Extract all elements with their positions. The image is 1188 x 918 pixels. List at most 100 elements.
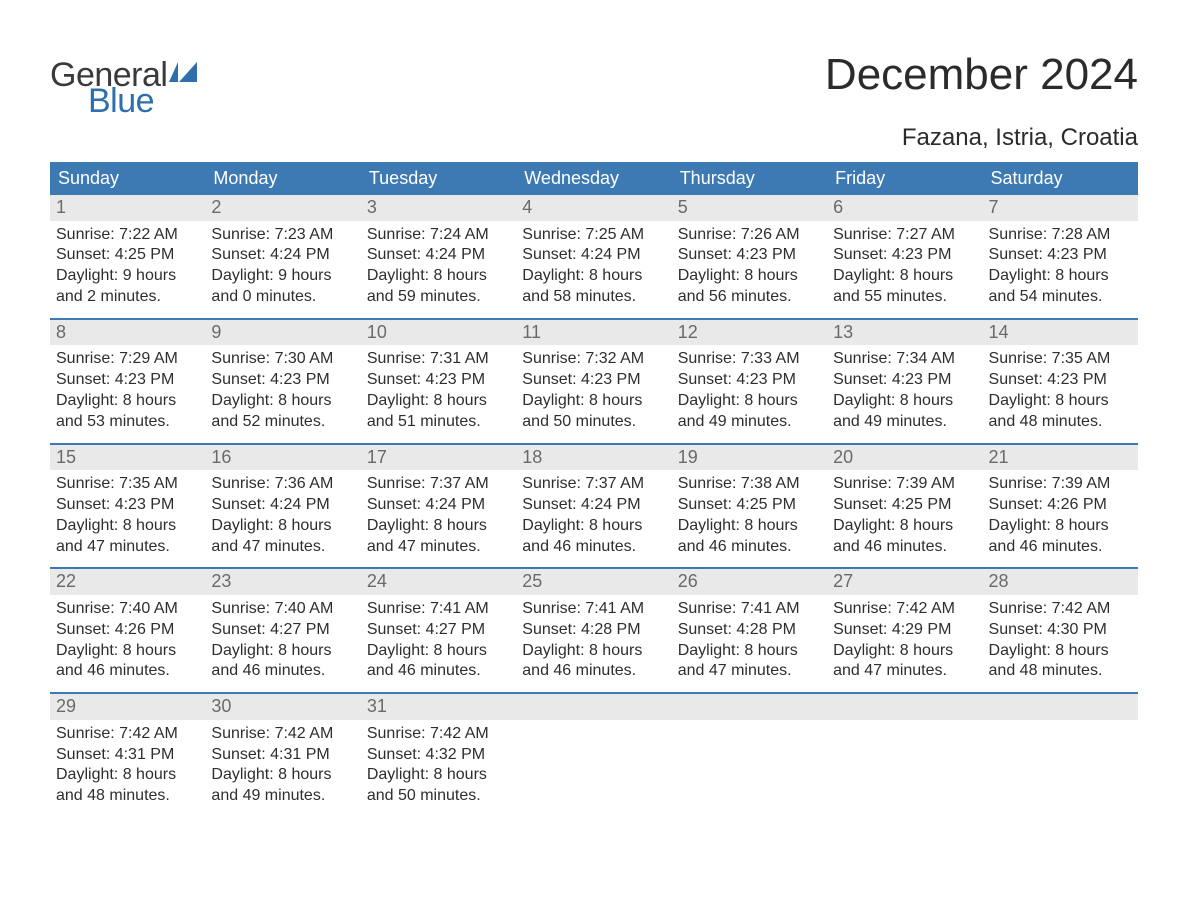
daylight-line2: and 47 minutes. bbox=[367, 537, 510, 558]
day-number: 10 bbox=[361, 320, 516, 346]
daylight-line2: and 51 minutes. bbox=[367, 412, 510, 433]
calendar-day: 31Sunrise: 7:42 AMSunset: 4:32 PMDayligh… bbox=[361, 694, 516, 817]
daylight-line2: and 47 minutes. bbox=[678, 661, 821, 682]
sunrise-text: Sunrise: 7:42 AM bbox=[56, 724, 199, 745]
flag-icon bbox=[169, 62, 197, 86]
calendar-week: 8Sunrise: 7:29 AMSunset: 4:23 PMDaylight… bbox=[50, 318, 1138, 443]
sunrise-text: Sunrise: 7:41 AM bbox=[367, 599, 510, 620]
sunrise-text: Sunrise: 7:38 AM bbox=[678, 474, 821, 495]
daylight-line1: Daylight: 8 hours bbox=[367, 641, 510, 662]
sunrise-text: Sunrise: 7:42 AM bbox=[989, 599, 1132, 620]
daylight-line2: and 55 minutes. bbox=[833, 287, 976, 308]
day-number: 28 bbox=[983, 569, 1138, 595]
sunset-text: Sunset: 4:24 PM bbox=[367, 495, 510, 516]
sunrise-text: Sunrise: 7:33 AM bbox=[678, 349, 821, 370]
calendar-day: 14Sunrise: 7:35 AMSunset: 4:23 PMDayligh… bbox=[983, 320, 1138, 443]
day-body: Sunrise: 7:29 AMSunset: 4:23 PMDaylight:… bbox=[50, 345, 205, 442]
daylight-line1: Daylight: 8 hours bbox=[211, 641, 354, 662]
calendar-day: 30Sunrise: 7:42 AMSunset: 4:31 PMDayligh… bbox=[205, 694, 360, 817]
day-number bbox=[516, 694, 671, 720]
day-number: 4 bbox=[516, 195, 671, 221]
daylight-line1: Daylight: 8 hours bbox=[522, 391, 665, 412]
day-body: Sunrise: 7:33 AMSunset: 4:23 PMDaylight:… bbox=[672, 345, 827, 442]
calendar-day: 8Sunrise: 7:29 AMSunset: 4:23 PMDaylight… bbox=[50, 320, 205, 443]
day-body: Sunrise: 7:42 AMSunset: 4:30 PMDaylight:… bbox=[983, 595, 1138, 692]
day-number: 2 bbox=[205, 195, 360, 221]
dow-saturday: Saturday bbox=[983, 162, 1138, 195]
day-number: 20 bbox=[827, 445, 982, 471]
sunset-text: Sunset: 4:30 PM bbox=[989, 620, 1132, 641]
day-number: 7 bbox=[983, 195, 1138, 221]
page-title: December 2024 bbox=[825, 50, 1138, 100]
sunrise-text: Sunrise: 7:37 AM bbox=[522, 474, 665, 495]
sunset-text: Sunset: 4:25 PM bbox=[56, 245, 199, 266]
dow-thursday: Thursday bbox=[672, 162, 827, 195]
calendar-day: 6Sunrise: 7:27 AMSunset: 4:23 PMDaylight… bbox=[827, 195, 982, 318]
calendar-day: 13Sunrise: 7:34 AMSunset: 4:23 PMDayligh… bbox=[827, 320, 982, 443]
sunset-text: Sunset: 4:31 PM bbox=[56, 745, 199, 766]
calendar-week: 15Sunrise: 7:35 AMSunset: 4:23 PMDayligh… bbox=[50, 443, 1138, 568]
sunset-text: Sunset: 4:28 PM bbox=[678, 620, 821, 641]
daylight-line2: and 48 minutes. bbox=[989, 412, 1132, 433]
day-body: Sunrise: 7:42 AMSunset: 4:31 PMDaylight:… bbox=[50, 720, 205, 817]
daylight-line1: Daylight: 8 hours bbox=[989, 391, 1132, 412]
sunrise-text: Sunrise: 7:40 AM bbox=[56, 599, 199, 620]
calendar-day: 25 Sunrise: 7:41 AMSunset: 4:28 PMDayligh… bbox=[516, 569, 671, 692]
daylight-line2: and 50 minutes. bbox=[367, 786, 510, 807]
daylight-line1: Daylight: 8 hours bbox=[211, 765, 354, 786]
daylight-line2: and 48 minutes. bbox=[56, 786, 199, 807]
daylight-line1: Daylight: 8 hours bbox=[833, 516, 976, 537]
calendar: Sunday Monday Tuesday Wednesday Thursday… bbox=[50, 162, 1138, 817]
sunset-text: Sunset: 4:27 PM bbox=[211, 620, 354, 641]
day-number: 25 bbox=[516, 569, 671, 595]
location-text: Fazana, Istria, Croatia bbox=[50, 124, 1138, 152]
daylight-line2: and 58 minutes. bbox=[522, 287, 665, 308]
daylight-line2: and 46 minutes. bbox=[833, 537, 976, 558]
sunrise-text: Sunrise: 7:34 AM bbox=[833, 349, 976, 370]
daylight-line1: Daylight: 8 hours bbox=[56, 765, 199, 786]
calendar-day: 4Sunrise: 7:25 AMSunset: 4:24 PMDaylight… bbox=[516, 195, 671, 318]
daylight-line1: Daylight: 8 hours bbox=[367, 765, 510, 786]
logo-text-blue: Blue bbox=[88, 84, 197, 118]
day-body: Sunrise: 7:35 AMSunset: 4:23 PMDaylight:… bbox=[983, 345, 1138, 442]
sunrise-text: Sunrise: 7:30 AM bbox=[211, 349, 354, 370]
day-body: Sunrise: 7:25 AMSunset: 4:24 PMDaylight:… bbox=[516, 221, 671, 318]
sunset-text: Sunset: 4:24 PM bbox=[522, 245, 665, 266]
day-body: Sunrise: 7:41 AMSunset: 4:28 PMDaylight:… bbox=[672, 595, 827, 692]
calendar-day: 22Sunrise: 7:40 AMSunset: 4:26 PMDayligh… bbox=[50, 569, 205, 692]
day-body: Sunrise: 7:36 AMSunset: 4:24 PMDaylight:… bbox=[205, 470, 360, 567]
day-number: 8 bbox=[50, 320, 205, 346]
sunrise-text: Sunrise: 7:41 AM bbox=[522, 599, 665, 620]
day-number: 5 bbox=[672, 195, 827, 221]
day-number: 31 bbox=[361, 694, 516, 720]
day-body: Sunrise: 7:30 AMSunset: 4:23 PMDaylight:… bbox=[205, 345, 360, 442]
day-body: Sunrise: 7:42 AMSunset: 4:29 PMDaylight:… bbox=[827, 595, 982, 692]
sunset-text: Sunset: 4:24 PM bbox=[211, 245, 354, 266]
sunset-text: Sunset: 4:23 PM bbox=[678, 370, 821, 391]
daylight-line2: and 54 minutes. bbox=[989, 287, 1132, 308]
daylight-line2: and 46 minutes. bbox=[989, 537, 1132, 558]
day-number bbox=[672, 694, 827, 720]
dow-tuesday: Tuesday bbox=[361, 162, 516, 195]
day-number: 14 bbox=[983, 320, 1138, 346]
day-number: 1 bbox=[50, 195, 205, 221]
sunrise-text: Sunrise: 7:23 AM bbox=[211, 225, 354, 246]
sunrise-text: Sunrise: 7:35 AM bbox=[56, 474, 199, 495]
day-number: 26 bbox=[672, 569, 827, 595]
calendar-day: 17Sunrise: 7:37 AMSunset: 4:24 PMDayligh… bbox=[361, 445, 516, 568]
day-number: 30 bbox=[205, 694, 360, 720]
logo: General Blue bbox=[50, 50, 197, 118]
daylight-line2: and 50 minutes. bbox=[522, 412, 665, 433]
dow-sunday: Sunday bbox=[50, 162, 205, 195]
day-number: 15 bbox=[50, 445, 205, 471]
sunset-text: Sunset: 4:27 PM bbox=[367, 620, 510, 641]
sunset-text: Sunset: 4:26 PM bbox=[56, 620, 199, 641]
daylight-line1: Daylight: 8 hours bbox=[678, 516, 821, 537]
sunrise-text: Sunrise: 7:28 AM bbox=[989, 225, 1132, 246]
daylight-line1: Daylight: 8 hours bbox=[522, 641, 665, 662]
sunset-text: Sunset: 4:28 PM bbox=[522, 620, 665, 641]
calendar-day: 27Sunrise: 7:42 AMSunset: 4:29 PMDayligh… bbox=[827, 569, 982, 692]
calendar-day bbox=[827, 694, 982, 817]
day-body: Sunrise: 7:38 AMSunset: 4:25 PMDaylight:… bbox=[672, 470, 827, 567]
page: General Blue December 2024 Fazana, Istri… bbox=[0, 0, 1188, 817]
